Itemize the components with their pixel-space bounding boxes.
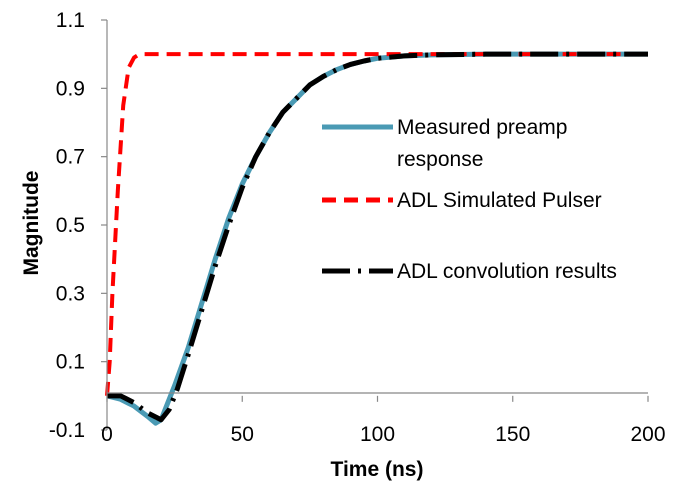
y-tick-label: 0.9 [56,77,85,100]
legend-entry-measured: Measured preamp response [322,116,567,171]
series-line-1 [105,52,648,396]
legend: Measured preamp response ADL Simulated P… [322,116,617,283]
series-line-0 [106,51,648,426]
legend-label-pulser: ADL Simulated Pulser [397,189,602,212]
y-tick-label: 1.1 [56,9,85,32]
series-line-2 [107,51,648,423]
x-tick-label: 100 [360,423,395,446]
y-axis-title: Magnitude [20,171,43,276]
legend-label-measured-line2: response [397,148,483,171]
y-tick-label: 0.1 [56,351,85,374]
y-ticks-layer: -0.1 0.1 0.3 0.5 0.7 0.9 1.1 [49,9,107,442]
x-tick-label: 0 [101,423,113,446]
x-axis-title: Time (ns) [331,458,424,481]
legend-entry-convolution: ADL convolution results [322,260,617,283]
y-tick-label: 0.3 [56,282,85,305]
y-tick-label: 0.7 [56,146,85,169]
y-tick-label: -0.1 [49,419,85,442]
legend-label-convolution: ADL convolution results [397,260,617,283]
y-tick-label: 0.5 [56,214,85,237]
axes-layer [106,20,648,430]
x-tick-label: 150 [495,423,530,446]
legend-label-measured-line1: Measured preamp [397,116,567,139]
x-ticks-layer: 0 50 100 150 200 [101,395,666,446]
x-tick-label: 50 [231,423,254,446]
x-tick-label: 200 [630,423,665,446]
series-layer [105,51,648,426]
legend-entry-pulser: ADL Simulated Pulser [322,189,602,212]
